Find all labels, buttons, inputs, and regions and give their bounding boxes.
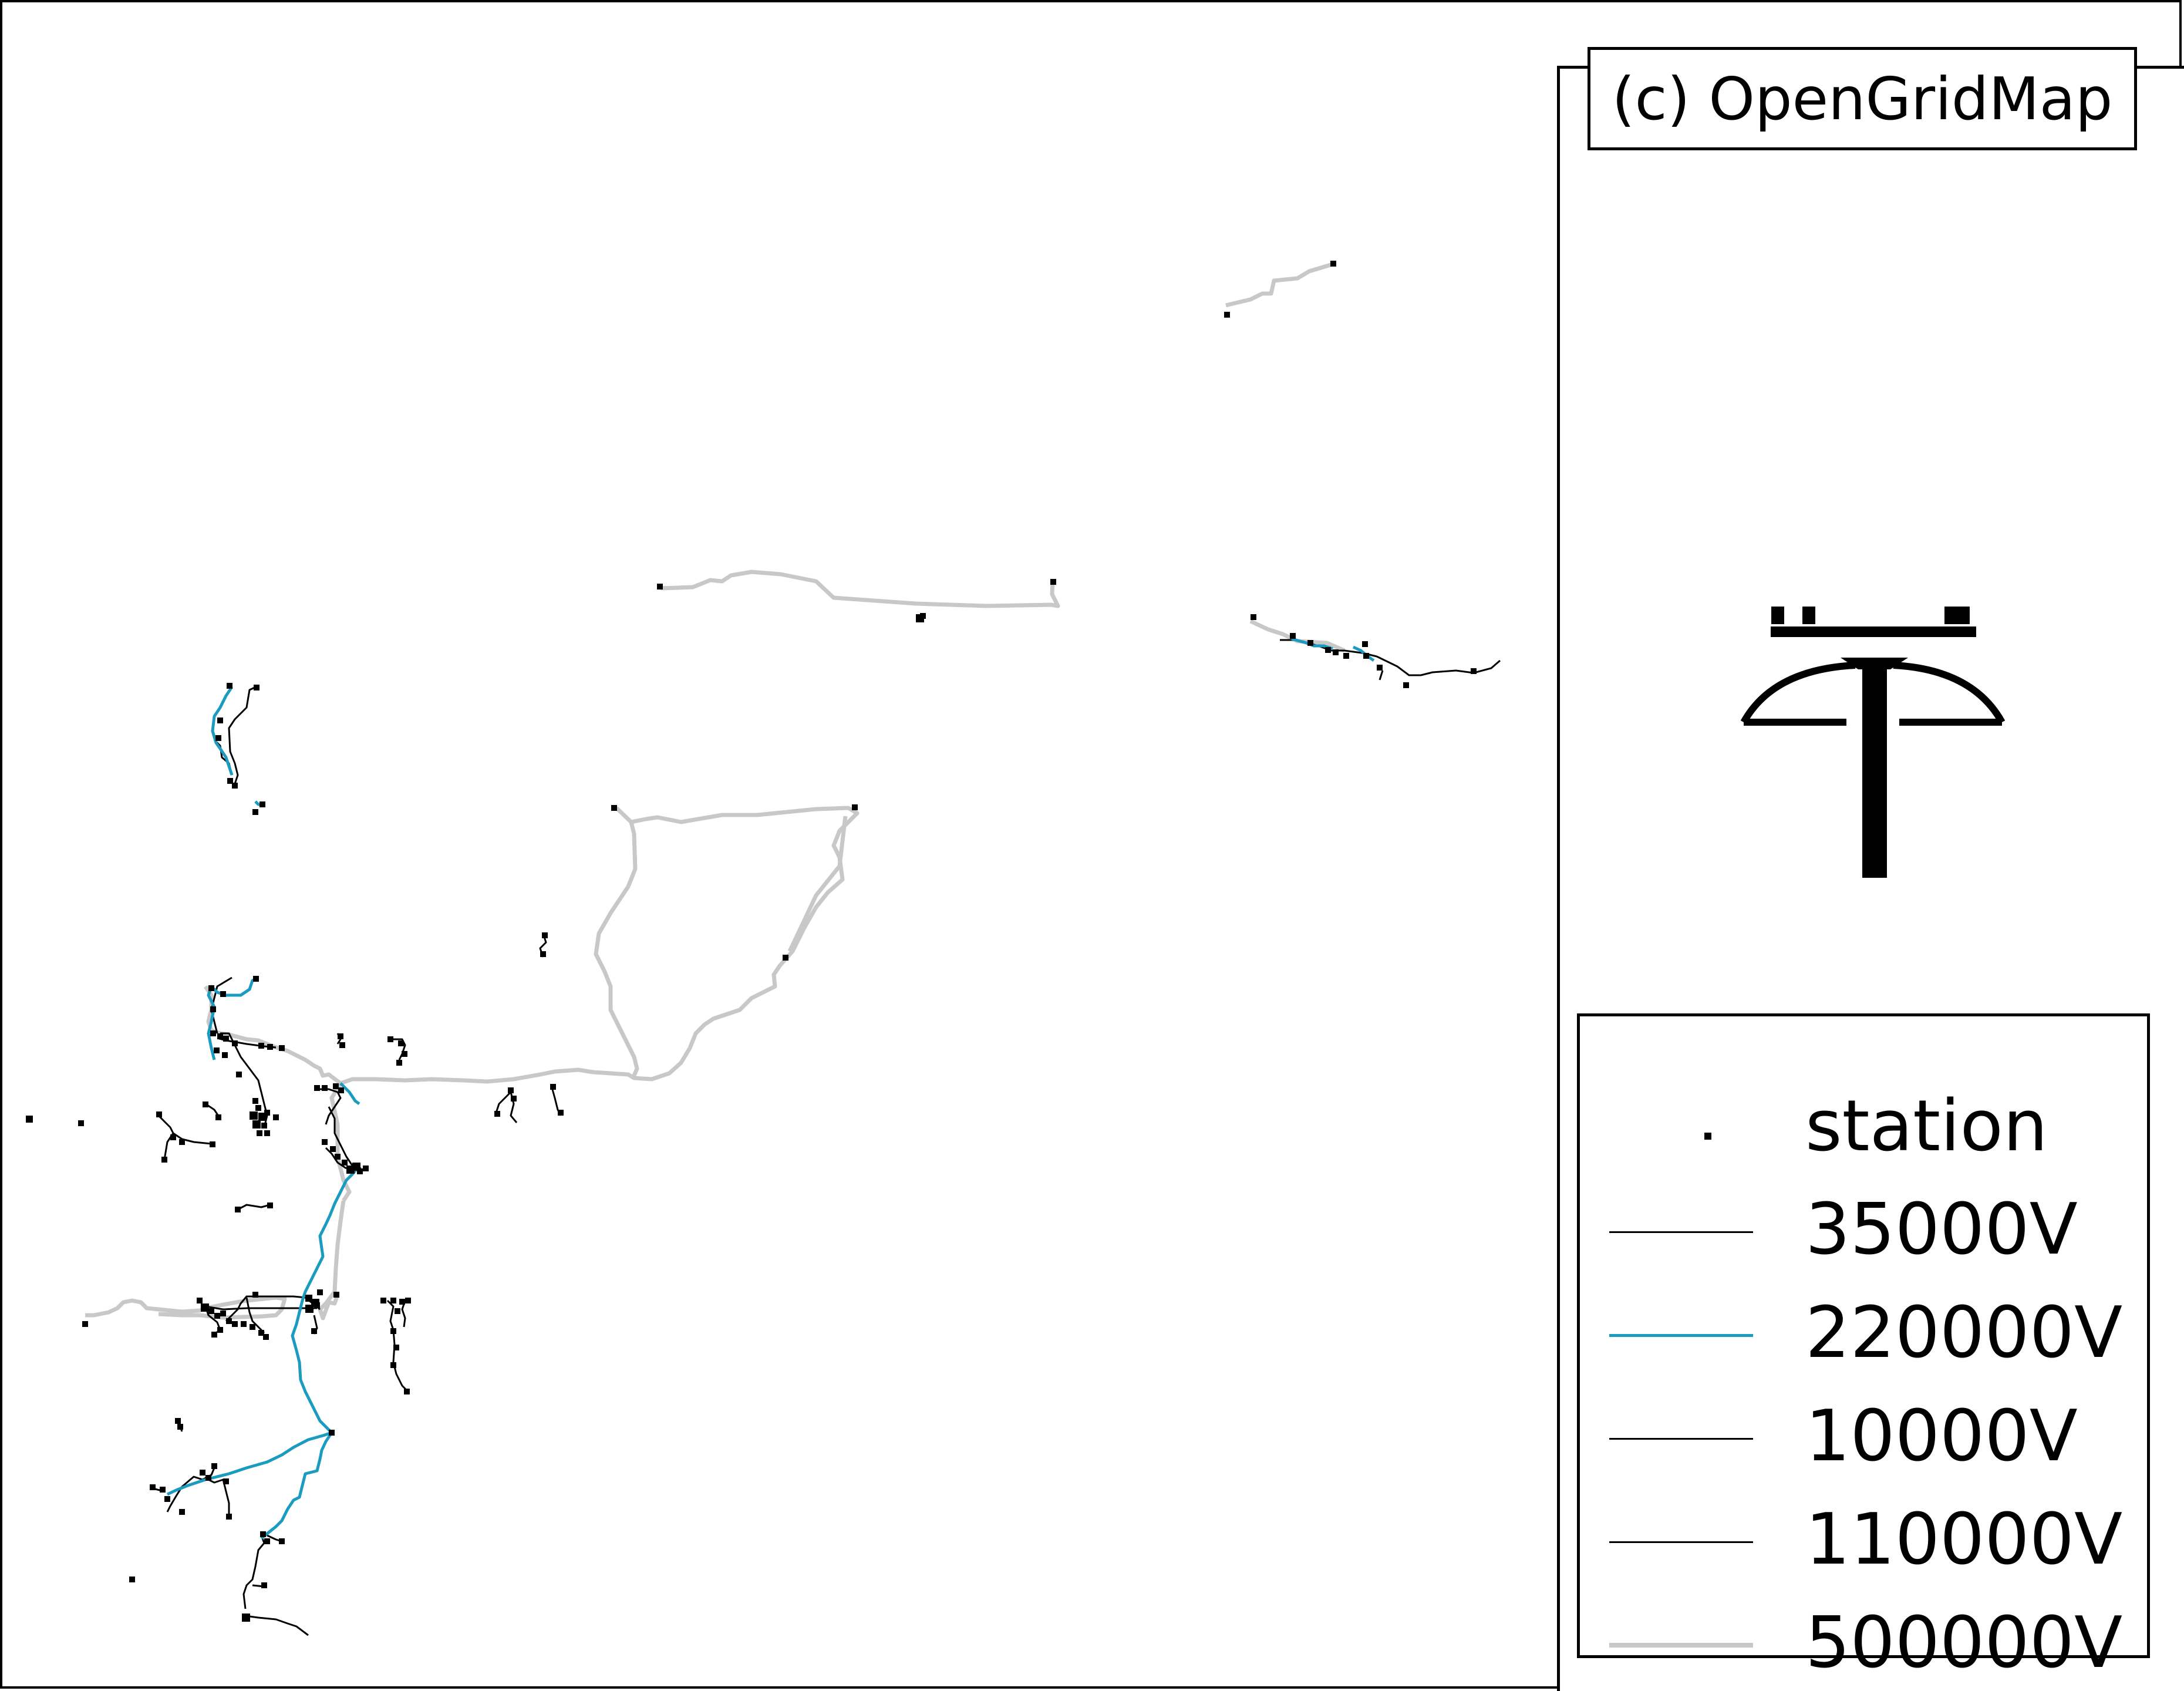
station-marker-icon [1609,1082,1756,1170]
line-swatch-icon [1609,1289,1756,1377]
legend-label: 35000V [1805,1189,2078,1271]
attribution-box: (c) OpenGridMap [1588,47,2137,150]
line-swatch-icon [1609,1392,1756,1480]
legend-label: station [1805,1086,2048,1167]
lines-500kv [85,262,1346,1321]
legend-entry-500000v: 500000V [1580,1599,2147,1687]
legend-label: 500000V [1805,1602,2123,1684]
grid-map[interactable] [0,0,1556,1689]
line-swatch-icon [1609,1495,1756,1584]
attribution-text: (c) OpenGridMap [1612,64,2113,133]
lines-black-kv [152,639,1501,1636]
lines-220kv [166,637,1375,1540]
legend-entry-10000v: 10000V [1580,1392,2147,1480]
legend-label: 110000V [1805,1499,2123,1581]
legend-label: 220000V [1805,1292,2123,1374]
power-pole-icon [1740,607,2006,878]
legend-entry-station: station [1580,1082,2147,1170]
legend-label: 10000V [1805,1396,2078,1477]
legend-entry-110000v: 110000V [1580,1495,2147,1584]
legend-entry-220000v: 220000V [1580,1289,2147,1377]
legend-entry-35000v: 35000V [1580,1185,2147,1274]
line-swatch-icon [1609,1599,1756,1687]
stations [26,261,1477,1622]
legend: station 35000V 220000V 10000V 110000V 50… [1577,1013,2150,1679]
line-swatch-icon [1609,1185,1756,1274]
